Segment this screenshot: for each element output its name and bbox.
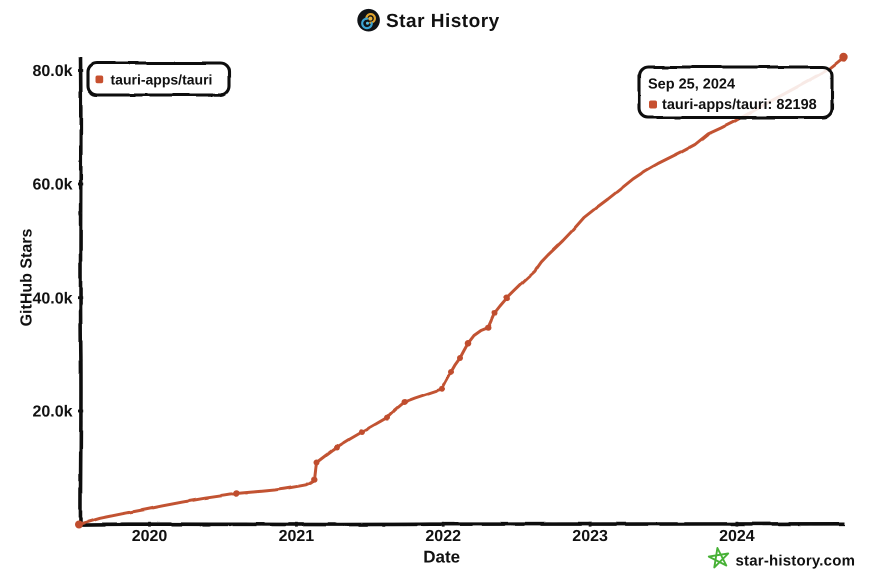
- svg-text:80.0k: 80.0k: [32, 63, 72, 80]
- svg-text:20.0k: 20.0k: [32, 404, 72, 421]
- svg-text:Date: Date: [423, 548, 460, 567]
- svg-text:tauri-apps/tauri: 82198: tauri-apps/tauri: 82198: [662, 97, 817, 113]
- svg-text:2021: 2021: [279, 528, 315, 545]
- svg-text:2024: 2024: [719, 528, 755, 545]
- svg-text:2023: 2023: [572, 528, 608, 545]
- svg-text:2020: 2020: [132, 528, 168, 545]
- svg-text:Sep 25, 2024: Sep 25, 2024: [648, 77, 735, 93]
- svg-text:40.0k: 40.0k: [32, 290, 72, 307]
- svg-text:Star History: Star History: [386, 11, 500, 32]
- svg-text:star-history.com: star-history.com: [736, 553, 856, 570]
- svg-text:tauri-apps/tauri: tauri-apps/tauri: [111, 72, 213, 88]
- svg-text:GitHub Stars: GitHub Stars: [19, 229, 36, 327]
- svg-text:60.0k: 60.0k: [32, 177, 72, 194]
- svg-text:2022: 2022: [425, 528, 461, 545]
